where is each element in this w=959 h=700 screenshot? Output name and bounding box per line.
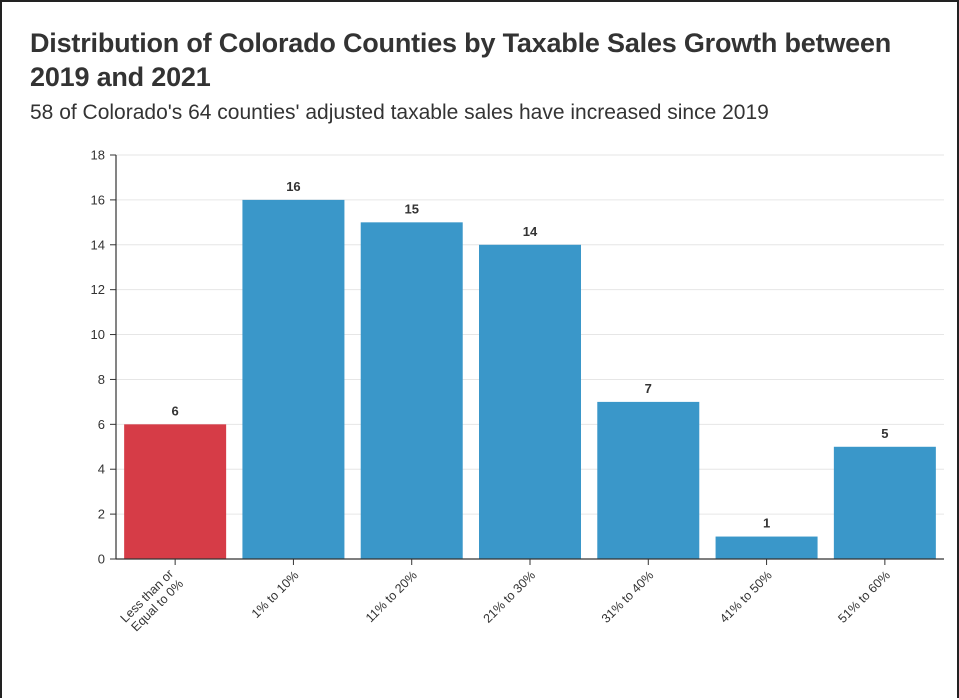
y-tick-label: 8 <box>98 372 105 387</box>
bar <box>124 424 227 559</box>
y-tick-label: 14 <box>91 237 105 252</box>
data-label: 5 <box>881 426 888 441</box>
category-label: Less than orEqual to 0% <box>118 567 186 635</box>
bar <box>360 222 463 560</box>
category-label: 41% to 50% <box>717 568 775 626</box>
y-tick-label: 6 <box>98 417 105 432</box>
y-tick-label: 12 <box>91 282 105 297</box>
bar <box>833 446 936 559</box>
bar <box>597 401 700 559</box>
data-label: 1 <box>763 516 770 531</box>
y-tick-label: 18 <box>91 148 105 163</box>
chart-title: Distribution of Colorado Counties by Tax… <box>30 28 892 92</box>
data-label: 16 <box>286 179 300 194</box>
category-label: 11% to 20% <box>363 568 420 625</box>
data-label: 6 <box>172 403 179 418</box>
y-tick-label: 2 <box>98 507 105 522</box>
bar <box>715 536 818 559</box>
data-label: 7 <box>645 381 652 396</box>
category-label: 21% to 30% <box>481 568 539 626</box>
data-label: 15 <box>404 201 418 216</box>
y-tick-label: 10 <box>91 327 105 342</box>
y-tick-label: 16 <box>91 192 105 207</box>
category-label: 1% to 10% <box>249 568 302 621</box>
y-tick-label: 0 <box>98 552 105 567</box>
chart-subtitle: 58 of Colorado's 64 counties' adjusted t… <box>30 101 769 124</box>
category-label: 51% to 60% <box>835 568 893 626</box>
category-label: 31% to 40% <box>599 568 657 626</box>
y-tick-label: 4 <box>98 462 105 477</box>
bar <box>242 199 345 559</box>
data-label: 14 <box>523 224 538 239</box>
axes <box>110 154 944 565</box>
bar <box>479 244 581 559</box>
bars <box>124 199 936 560</box>
